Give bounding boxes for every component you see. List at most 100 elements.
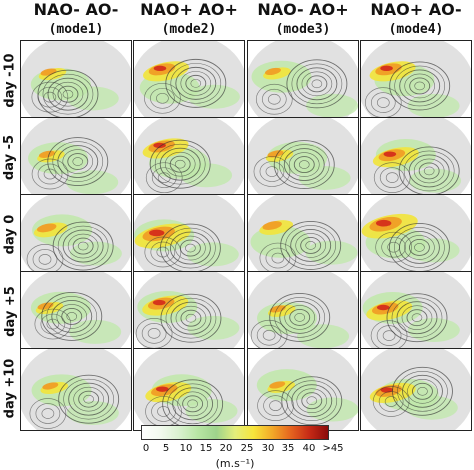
contour-line [295, 233, 326, 258]
contour-line [418, 162, 440, 180]
contour-line [386, 293, 448, 343]
contour-line [399, 69, 441, 103]
contour-line [72, 157, 84, 166]
contour-line [67, 153, 89, 170]
colorbar-tick: 30 [261, 443, 275, 454]
col-subtitle: (mode1) [48, 22, 104, 37]
contour-line [414, 243, 425, 252]
contour-line [284, 305, 315, 330]
contour-line [156, 92, 169, 104]
contour-line [283, 148, 325, 182]
contour-line [43, 168, 57, 180]
colorbar-tick: 35 [281, 443, 295, 454]
map-panel-r3-c3 [360, 271, 472, 354]
jet-red [149, 229, 165, 237]
contour-line [412, 382, 433, 400]
contour-line [159, 147, 201, 181]
contour-line [32, 248, 58, 270]
col-header-mode3: NAO- AO+ (mode3) [247, 0, 359, 40]
colorbar-units: (m.s⁻¹) [215, 457, 255, 470]
map-panel-r1-c3 [360, 117, 472, 200]
contour-line [67, 233, 99, 259]
contour-line [389, 61, 451, 111]
contour-line [382, 330, 396, 341]
contour-line [387, 241, 400, 253]
contour-line [263, 395, 288, 417]
contour-line [279, 300, 321, 334]
contour-line [384, 396, 398, 407]
contour-line [149, 139, 211, 189]
contour-line [370, 92, 396, 113]
contour-line [301, 392, 323, 410]
contour-line [57, 145, 99, 178]
map-panel-r2-c1 [133, 194, 245, 277]
col-header-mode2: NAO+ AO+ (mode2) [133, 0, 245, 40]
map-panel-r0-c3 [360, 40, 472, 123]
contour-line [373, 162, 411, 193]
contour-line [394, 227, 445, 268]
contour-line [40, 313, 66, 335]
contour-line [83, 394, 94, 404]
map-panel-r4-c1 [133, 348, 245, 431]
contour-line [401, 305, 433, 330]
jet-red [380, 65, 393, 72]
contour-line [31, 81, 69, 113]
contour-line [385, 172, 399, 183]
contour-line [47, 77, 89, 111]
contour-line [301, 71, 333, 97]
contour-line [291, 63, 343, 105]
contour-line [151, 167, 177, 189]
jet-red [153, 142, 166, 149]
contour-line [267, 93, 281, 105]
jet-orange [38, 150, 55, 158]
jet-orange [269, 381, 286, 389]
contour-line [147, 327, 161, 339]
colorbar-tick: 20 [219, 443, 233, 454]
col-header-mode4: NAO+ AO- (mode4) [360, 0, 472, 40]
contour-line [37, 86, 63, 108]
contour-line [291, 384, 333, 418]
wind-swath [187, 84, 240, 109]
contour-line [41, 408, 55, 419]
contour-line [37, 163, 63, 185]
contour-line [144, 236, 182, 268]
contour-line [157, 406, 170, 417]
contour-line [177, 391, 208, 417]
colorbar [141, 425, 329, 440]
col-title: NAO- AO+ [257, 0, 349, 19]
contour-line [41, 291, 103, 341]
contour-line [280, 221, 342, 270]
contour-line [61, 307, 83, 325]
contour-line [281, 376, 343, 426]
contour-line [414, 81, 425, 91]
contour-line [77, 241, 89, 251]
contour-line [156, 246, 170, 258]
contour-line [165, 297, 217, 339]
wind-swath [297, 324, 350, 349]
contour-line [35, 403, 61, 424]
wind-swath [409, 168, 462, 193]
contour-line [396, 301, 438, 335]
contour-line [31, 158, 69, 190]
contour-line [409, 77, 431, 95]
contour-line [257, 390, 294, 422]
jet-red [153, 65, 167, 72]
wind-swath [180, 163, 233, 188]
map-panel-r2-c2 [247, 194, 359, 277]
contour-line [47, 137, 109, 186]
contour-line [296, 67, 338, 101]
col-subtitle: (mode2) [161, 22, 217, 37]
contour-line [259, 161, 285, 182]
contour-line [62, 229, 104, 263]
wind-swath [305, 240, 358, 265]
jet-orange [37, 223, 57, 233]
contour-line [66, 312, 78, 321]
row-label-day-plus-10: day +10 [2, 358, 18, 418]
contour-line [62, 149, 94, 174]
jet-red [155, 386, 169, 392]
map-panel-r0-c1 [133, 40, 245, 123]
contour-line [274, 297, 325, 338]
contour-line [261, 88, 287, 110]
contour-line [170, 301, 212, 335]
map-panel-r1-c0 [20, 117, 132, 200]
